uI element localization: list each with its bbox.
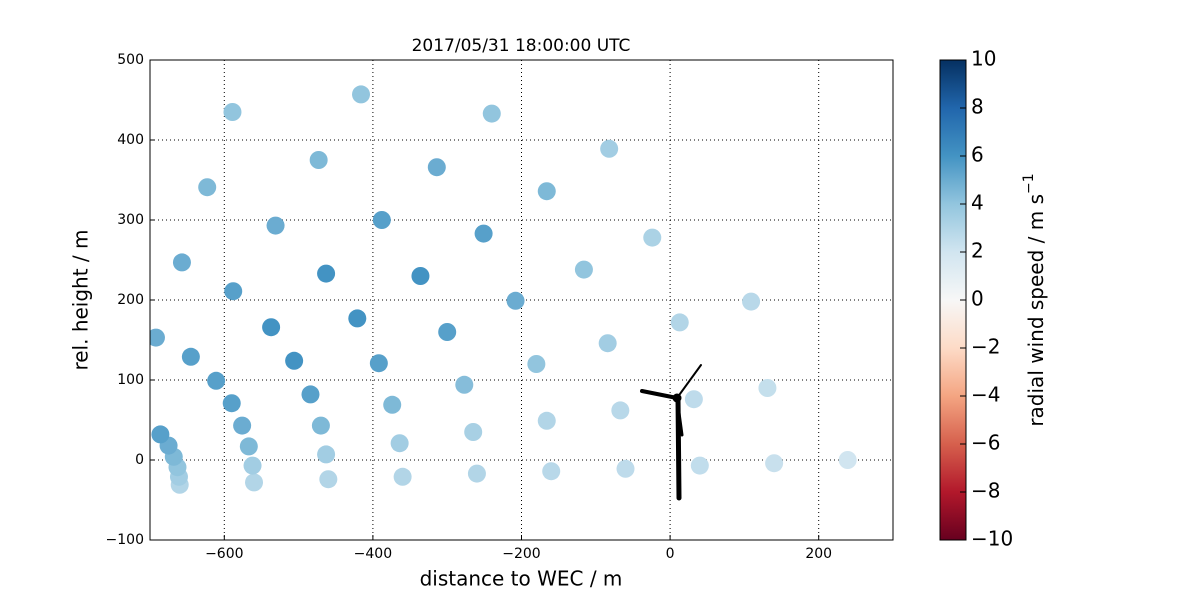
scan-point — [616, 459, 635, 478]
scan-point — [742, 292, 761, 311]
colorbar-label: radial wind speed / m s−1 — [1021, 173, 1048, 426]
x-tick-label: 0 — [666, 546, 675, 562]
scan-point — [198, 178, 217, 197]
x-axis-label: distance to WEC / m — [420, 567, 623, 591]
x-tick-label: −400 — [354, 546, 392, 562]
colorbar-tick-label: −4 — [971, 383, 1000, 407]
scan-point — [390, 434, 409, 453]
scan-point — [411, 267, 430, 285]
x-tick-label: −200 — [502, 546, 540, 562]
scan-point — [301, 385, 320, 404]
x-tick-label: 200 — [805, 546, 832, 562]
scan-point — [438, 323, 457, 341]
scan-point — [207, 371, 226, 390]
scan-point — [574, 260, 593, 279]
y-tick-label: 0 — [135, 452, 144, 468]
y-tick-label: −100 — [106, 532, 144, 548]
scan-point — [383, 395, 402, 414]
scan-point — [309, 151, 328, 169]
scan-point — [542, 462, 561, 481]
colorbar-tick-label: 2 — [971, 239, 984, 263]
scan-point — [684, 390, 703, 409]
scan-point — [319, 470, 338, 489]
scan-point — [758, 379, 777, 397]
colorbar-tick-label: 0 — [971, 287, 984, 311]
scan-point — [348, 309, 367, 328]
scan-point — [150, 328, 165, 347]
scan-point — [427, 158, 446, 177]
scan-point — [317, 264, 336, 283]
y-tick-label: 100 — [117, 372, 144, 388]
scan-point — [467, 464, 486, 483]
scan-point — [262, 318, 281, 337]
turbine-blade — [640, 389, 679, 400]
scan-point — [352, 85, 371, 104]
scan-point — [838, 451, 857, 469]
scan-point — [245, 473, 264, 492]
turbine-hub — [672, 393, 682, 403]
scan-point — [224, 282, 243, 301]
colorbar-tick-label: 6 — [971, 143, 984, 167]
colorbar-tick-label: −8 — [971, 479, 1000, 503]
scan-point — [690, 456, 709, 475]
wind-turbine — [640, 364, 702, 501]
colorbar-tick-label: −6 — [971, 431, 1000, 455]
scan-point — [222, 394, 241, 413]
scan-point — [598, 334, 617, 353]
colorbar-tick-label: 8 — [971, 95, 984, 119]
scan-points — [150, 85, 857, 494]
scan-point — [243, 456, 262, 475]
scan-point — [151, 425, 170, 444]
x-tick-label: −600 — [205, 546, 243, 562]
scan-point — [600, 139, 619, 158]
colorbar-tick-label: 10 — [971, 47, 996, 71]
scan-point — [223, 103, 242, 121]
colorbar-label-exponent: −1 — [1021, 173, 1037, 194]
scan-point — [285, 351, 304, 370]
colorbar-label-text: radial wind speed / m s — [1024, 194, 1048, 427]
scan-point — [474, 224, 493, 243]
scan-point — [233, 416, 252, 435]
scan-point — [537, 411, 556, 430]
scan-point — [611, 401, 630, 420]
y-tick-label: 300 — [117, 212, 144, 228]
y-axis-label: rel. height / m — [69, 229, 93, 370]
turbine-blade — [676, 364, 702, 399]
y-tick-label: 500 — [117, 52, 144, 68]
scan-point — [765, 454, 784, 473]
scan-point — [527, 355, 546, 373]
colorbar-tick-label: −2 — [971, 335, 1000, 359]
scan-point — [369, 354, 388, 373]
scan-point — [172, 253, 191, 272]
scan-point — [506, 291, 525, 310]
colorbar-tick-label: −10 — [971, 527, 1013, 551]
scan-point — [372, 211, 391, 229]
scan-point — [643, 228, 662, 247]
y-tick-label: 200 — [117, 292, 144, 308]
scan-point — [455, 375, 474, 394]
turbine-blade — [675, 396, 684, 437]
scan-point — [266, 216, 285, 235]
scan-point — [311, 416, 330, 435]
scan-point — [393, 467, 412, 486]
scan-point — [239, 437, 258, 456]
scan-point — [670, 313, 689, 332]
scan-point — [482, 104, 501, 123]
scan-point — [317, 445, 336, 464]
chart-title: 2017/05/31 18:00:00 UTC — [412, 36, 631, 56]
colorbar-tick-label: 4 — [971, 191, 984, 215]
scan-point — [464, 423, 483, 441]
scan-point — [537, 182, 556, 201]
scan-point — [181, 347, 200, 366]
y-tick-label: 400 — [117, 132, 144, 148]
